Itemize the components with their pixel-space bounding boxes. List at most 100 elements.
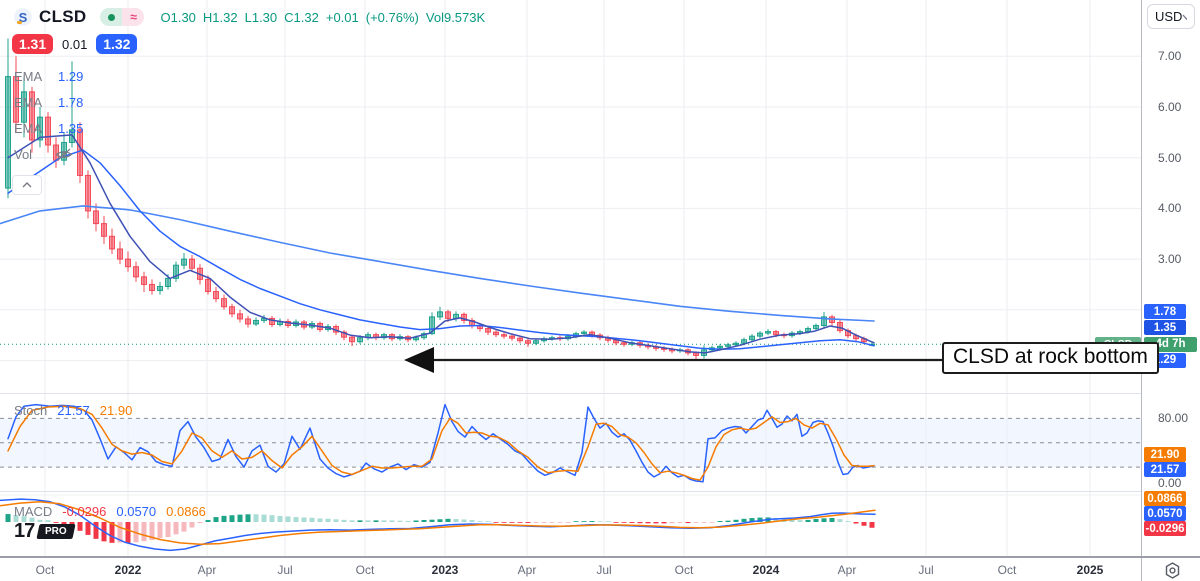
macd-hist-bar [365,520,371,522]
candle-body [93,210,99,225]
macd-hist-bar [21,516,27,522]
macd-hist-bar [629,522,635,523]
tradingview-logo[interactable]: 17 PRO [14,521,76,541]
macd-hist-bar [653,522,659,524]
stoch-legend[interactable]: Stoch 21.57 21.90 [14,403,132,418]
macd-hist-bar [517,522,523,523]
indicator-value-badge: 0.0866 [1144,491,1186,506]
currency-selector[interactable]: USD [1147,4,1195,29]
ask-badge[interactable]: 1.32 [96,34,138,54]
macd-hist-bar [725,520,731,522]
time-axis-label: Jul [596,563,612,577]
legend-row-ema[interactable]: EMA 1.35 [14,115,83,141]
candle-body [509,335,515,339]
time-axis-label: Oct [35,563,55,577]
eye-off-icon[interactable] [55,148,73,161]
macd-hist-bar [661,522,667,524]
candle-body [109,235,115,250]
macd-hist-bar [597,521,603,522]
bid-badge[interactable]: 1.31 [12,34,53,54]
candle-body [773,331,779,336]
ema-value: 1.29 [58,68,84,84]
macd-hist-bar [277,515,283,522]
axis-corner-divider [1141,558,1142,581]
macd-legend[interactable]: MACD -0.0296 0.0570 0.0866 [14,504,206,519]
candle-body [525,340,531,344]
macd-signal-line [0,501,876,546]
macd-hist-bar [845,521,851,522]
macd-hist-bar [117,522,123,543]
ohlc-field: C1.32 [284,9,319,25]
ema-label: EMA [14,68,43,84]
candle-body [245,318,251,325]
candle-body [37,116,43,141]
chevron-up-icon [22,182,32,188]
macd-hist-bar [741,518,747,522]
macd-hist-bar [869,522,875,528]
settings-gear-icon[interactable] [1160,561,1184,580]
macd-hist-bar [165,522,171,538]
legend-row-volume[interactable]: Vol [14,141,83,167]
macd-hist-bar [341,519,347,522]
candle-body [741,339,747,344]
ema-fast-line [7,134,875,354]
macd-hist-bar [493,522,499,523]
stoch-d-line [7,405,875,481]
ema-slow-line [0,205,875,322]
macd-hist-bar [469,520,475,522]
ohlc-field: O1.30 [160,9,196,25]
macd-hist-bar [829,517,835,522]
chart-canvas[interactable] [0,0,1141,556]
macd-hist-bar [677,522,683,523]
price-badge: 1.35 [1144,320,1186,335]
macd-hist-bar [429,519,435,522]
macd-hist-bar [437,519,443,522]
macd-hist-bar [77,522,83,531]
candle-body [805,328,811,333]
macd-hist-bar [837,519,843,522]
macd-hist-bar [621,522,627,523]
legend-row-ema[interactable]: EMA 1.78 [14,89,83,115]
legend-row-ema[interactable]: EMA 1.29 [14,63,83,89]
macd-hist-bar [85,522,91,535]
market-open-dot-icon [100,8,123,26]
macd-hist-bar [125,522,131,544]
price-axis-label: 5.00 [1158,150,1182,165]
time-axis-label: Oct [355,563,375,577]
candle-body [621,342,627,345]
price-axis-label: 6.00 [1158,100,1182,114]
symbol-name[interactable]: CLSD [39,7,87,26]
market-status-toggle[interactable]: ≈ [100,8,145,26]
macd-hist-bar [645,522,651,524]
macd-label: MACD [14,504,53,519]
candle-body [485,328,491,333]
time-axis[interactable]: Oct 2022 Apr Jul Oct 2023 Apr Jul Oct 2024 Apr Jul O… [0,556,1200,581]
time-axis-label: Oct [997,563,1017,577]
macd-hist-bar [301,517,307,522]
macd-hist-bar [397,520,403,522]
volume-label: Vol [14,146,33,162]
symbol-logo-icon[interactable]: S [14,8,32,26]
macd-hist-bar [349,520,355,522]
macd-hist-bar [293,517,299,522]
macd-hist-bar [189,522,195,528]
macd-hist-bar [557,522,563,523]
price-axis[interactable]: USD 7.006.005.004.003.002.001.0080.000.0… [1141,0,1200,556]
macd-hist-bar [389,520,395,522]
macd-hist-bar [525,522,531,523]
time-axis-label: 2023 [431,563,459,577]
candle-body [749,335,755,341]
candle-body [133,266,139,278]
ohlc-field: H1.32 [202,9,238,25]
collapse-legend-button[interactable] [12,175,42,195]
candle-body [221,298,227,308]
macd-hist-bar [325,518,331,522]
macd-hist-bar [797,520,803,522]
macd-hist-bar [157,522,163,539]
ohlc-field: +0.01 [325,9,359,25]
ema-value: 1.78 [58,94,84,110]
macd-hist-bar [13,514,19,522]
annotation-callout[interactable]: CLSD at rock bottom [942,342,1159,374]
macd-hist-bar [237,514,243,522]
